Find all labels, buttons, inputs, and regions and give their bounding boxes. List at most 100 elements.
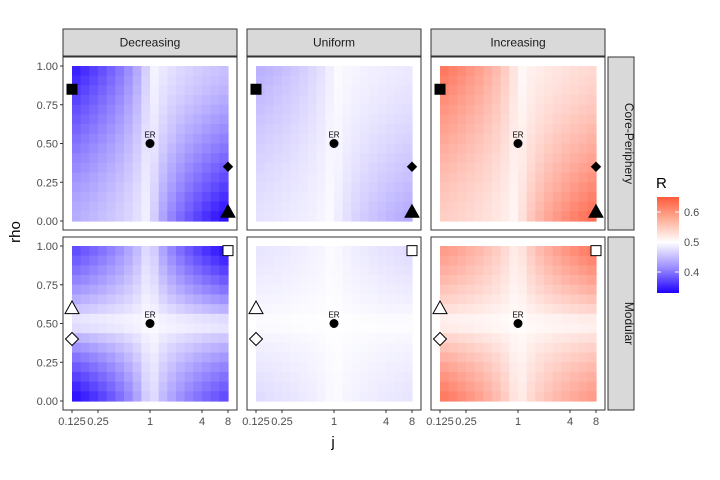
heat-cell — [535, 323, 545, 334]
heat-cell — [264, 323, 274, 334]
heat-cell — [158, 75, 168, 86]
heat-cell — [500, 304, 510, 315]
heat-cell — [457, 246, 467, 257]
heat-cell — [256, 284, 266, 296]
heat-cell — [193, 352, 203, 363]
heat-cell — [132, 284, 142, 296]
heat-cell — [290, 114, 300, 125]
heat-cell — [282, 342, 292, 354]
heat-cell — [360, 201, 370, 212]
heat-cell — [325, 104, 335, 116]
heat-cell — [561, 391, 571, 402]
heat-cell — [535, 362, 545, 373]
heat-cell — [325, 246, 335, 257]
heat-cell — [316, 381, 326, 392]
heat-cell — [89, 85, 99, 96]
heat-cell — [457, 352, 467, 363]
heat-cell — [80, 362, 90, 373]
heat-cell — [202, 304, 212, 315]
heat-cell — [141, 162, 151, 174]
heat-cell — [132, 172, 142, 183]
heat-cell — [403, 323, 413, 334]
heat-cell — [587, 342, 597, 354]
heat-cell — [256, 313, 266, 325]
heat-cell — [544, 323, 554, 334]
heat-cell — [561, 124, 571, 135]
heat-cell — [316, 333, 326, 344]
heat-cell — [150, 352, 160, 363]
heat-cell — [167, 162, 177, 174]
heat-cell — [72, 246, 82, 257]
heat-cell — [80, 333, 90, 344]
heat-cell — [526, 95, 536, 106]
heat-cell — [509, 133, 519, 145]
heat-cell — [394, 211, 404, 222]
heat-cell — [167, 191, 177, 203]
heat-cell — [448, 275, 458, 286]
heat-cell — [219, 162, 229, 174]
heat-cell — [544, 246, 554, 257]
strip-label: Core-Periphery — [622, 103, 636, 184]
heat-cell — [210, 304, 220, 315]
heat-cell — [483, 191, 493, 203]
heat-cell — [290, 391, 300, 402]
heat-cell — [325, 304, 335, 315]
heat-cell — [368, 246, 378, 257]
heat-cell — [124, 362, 134, 373]
heat-cell — [264, 75, 274, 86]
heat-cell — [193, 265, 203, 276]
heat-cell — [570, 246, 580, 257]
y-axis-title: rho — [7, 221, 24, 243]
heat-cell — [377, 162, 387, 174]
heat-cell — [290, 246, 300, 257]
heat-cell — [544, 304, 554, 315]
heat-cell — [290, 172, 300, 183]
heat-cell — [308, 275, 318, 286]
heat-cell — [158, 95, 168, 106]
heat-cell — [570, 75, 580, 86]
heat-cell — [526, 124, 536, 135]
heat-cell — [308, 124, 318, 135]
heat-cell — [440, 191, 450, 203]
heat-cell — [167, 124, 177, 135]
heat-cell — [552, 182, 562, 193]
heat-cell — [403, 333, 413, 344]
heat-cell — [518, 75, 528, 86]
heat-cell — [500, 294, 510, 305]
heat-cell — [193, 191, 203, 203]
heat-cell — [483, 371, 493, 383]
heat-cell — [141, 104, 151, 116]
heat-cell — [290, 201, 300, 212]
heat-cell — [474, 143, 484, 154]
heat-cell — [457, 201, 467, 212]
heat-cell — [115, 66, 125, 77]
heat-cell — [448, 211, 458, 222]
heat-cell — [256, 172, 266, 183]
heat-cell — [466, 191, 476, 203]
heat-cell — [193, 323, 203, 334]
heat-cell — [325, 255, 335, 266]
heat-cell — [466, 133, 476, 145]
heat-cell — [210, 211, 220, 222]
heat-cell — [316, 182, 326, 193]
heat-cell — [273, 172, 283, 183]
heat-cell — [578, 381, 588, 392]
heat-cell — [141, 333, 151, 344]
heat-cell — [526, 381, 536, 392]
heat-cell — [474, 104, 484, 116]
marker-triangle — [220, 203, 236, 218]
heat-cell — [282, 172, 292, 183]
heat-cell — [544, 114, 554, 125]
heat-cell — [89, 104, 99, 116]
heat-cell — [308, 114, 318, 125]
heat-cell — [334, 153, 344, 164]
heat-cell — [316, 133, 326, 145]
heat-cell — [273, 153, 283, 164]
heat-cell — [377, 211, 387, 222]
heat-cell — [535, 75, 545, 86]
heat-cell — [115, 133, 125, 145]
marker-square — [434, 83, 446, 95]
heat-cell — [440, 275, 450, 286]
heat-cell — [106, 371, 116, 383]
heat-cell — [509, 304, 519, 315]
